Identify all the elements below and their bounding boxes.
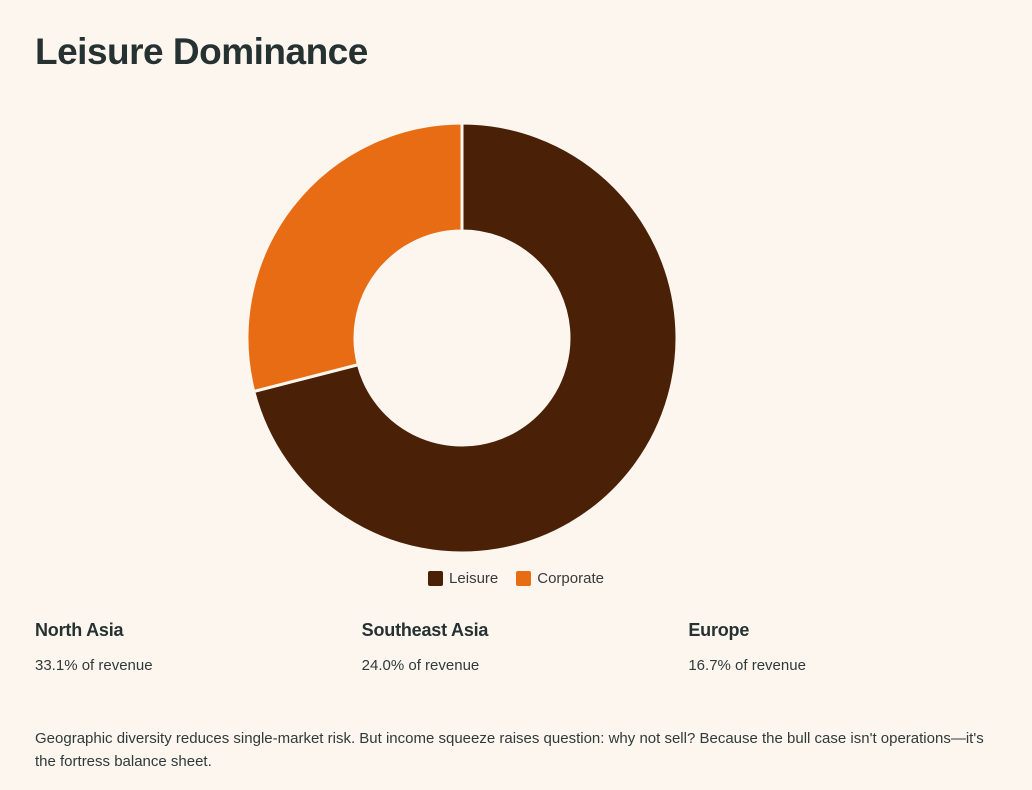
region-stats: North Asia 33.1% of revenue Southeast As… <box>35 620 1015 674</box>
stat-name: Europe <box>688 620 750 640</box>
stat-europe: Europe 16.7% of revenue <box>688 620 1015 674</box>
donut-slice-corporate[interactable] <box>245 121 464 394</box>
stat-name: North Asia <box>35 620 124 640</box>
legend-swatch-leisure <box>428 571 444 586</box>
legend-label-leisure: Leisure <box>449 570 499 587</box>
stat-value: 16.7% of revenue <box>688 657 806 674</box>
stat-value: 24.0% of revenue <box>361 657 480 674</box>
summary-note: Geographic diversity reduces single-mark… <box>35 730 984 770</box>
legend-item-corporate[interactable]: Corporate <box>516 570 604 587</box>
stat-name: Southeast Asia <box>361 620 489 640</box>
stat-southeast-asia: Southeast Asia 24.0% of revenue <box>362 620 689 674</box>
legend-label-corporate: Corporate <box>537 570 604 587</box>
chart-area <box>245 121 679 555</box>
donut-chart <box>245 121 679 555</box>
chart-legend: Leisure Corporate <box>0 570 1032 587</box>
legend-item-leisure[interactable]: Leisure <box>428 570 498 587</box>
page-title: Leisure Dominance <box>35 31 368 72</box>
stat-north-asia: North Asia 33.1% of revenue <box>35 620 362 674</box>
stat-value: 33.1% of revenue <box>35 657 153 674</box>
legend-swatch-corporate <box>516 571 532 586</box>
donut-slice-leisure[interactable] <box>251 121 679 555</box>
